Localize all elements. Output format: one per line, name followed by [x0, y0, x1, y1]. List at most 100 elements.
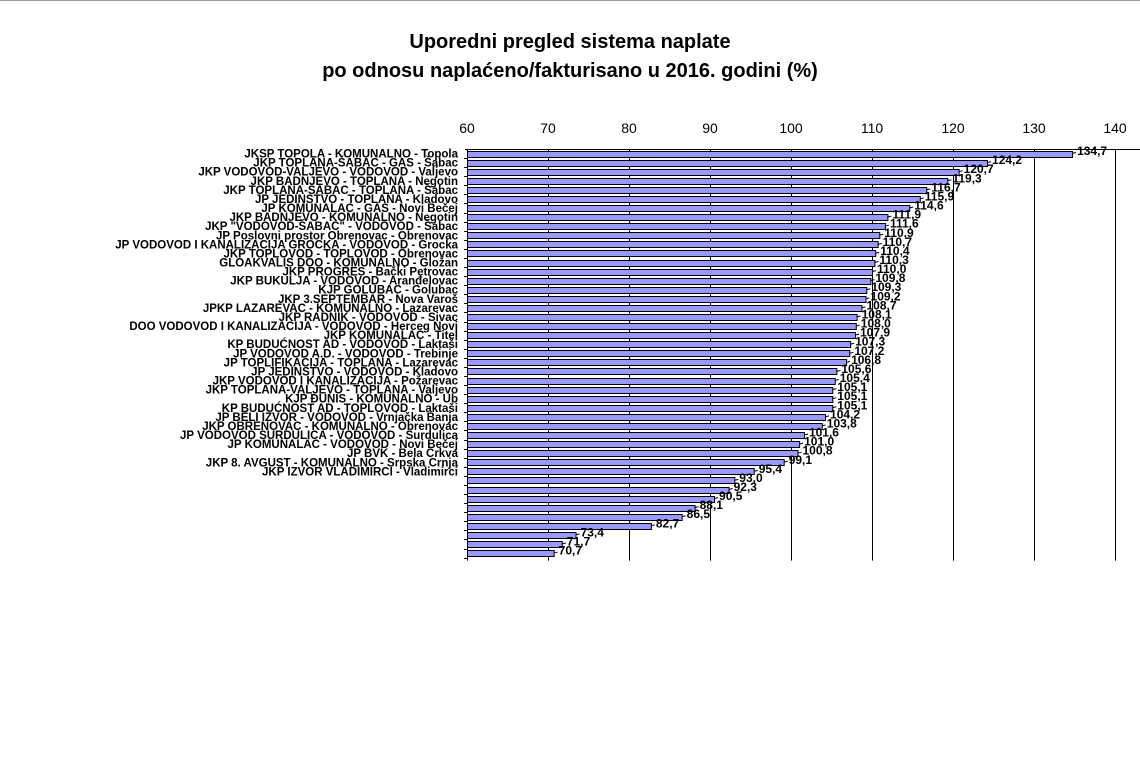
bar: [467, 532, 577, 539]
value-label: 109,8: [875, 271, 905, 285]
value-label: 111,9: [892, 208, 921, 222]
category-label: JKP 8. AVGUST - KOMUNALNO - Srpska Crnja: [206, 457, 459, 469]
bar: [467, 169, 960, 176]
category-label: JKP PROGRES - Bački Petrovac: [282, 267, 458, 279]
value-label: 110,0: [877, 262, 907, 276]
x-tick-label: 120: [941, 120, 965, 136]
category-label: JP BVK - Bela Crkva: [347, 448, 459, 460]
value-leader: [1071, 152, 1077, 155]
category-label: JKP BADNJEVO - KOMUNALNO - Negotin: [229, 212, 458, 224]
bar: [467, 269, 873, 276]
value-leader: [947, 179, 952, 182]
category-label: KP BUDUĆNOST AD - TOPLOVOD - Laktaši: [222, 402, 458, 415]
value-leader: [728, 488, 733, 490]
bar: [467, 459, 785, 466]
value-label: 107,3: [855, 335, 885, 349]
value-leader: [874, 261, 879, 263]
bar: [467, 287, 868, 294]
value-label: 105,1: [837, 389, 867, 403]
value-label: 114,6: [914, 199, 944, 213]
value-leader: [856, 315, 861, 318]
category-label: JP TOPLIFIKACIJA - TOPLANA - Lazarevac: [224, 357, 459, 369]
value-label: 93,0: [739, 471, 763, 485]
value-label: 86,5: [687, 507, 711, 521]
category-label: JKP VODOVOD I KANALIZACIJA - Požarevac: [213, 376, 459, 388]
value-label: 108,1: [862, 307, 892, 321]
value-label: 82,7: [656, 516, 680, 530]
value-leader: [926, 188, 931, 191]
value-leader: [783, 460, 788, 463]
bar: [467, 214, 889, 221]
value-leader: [855, 324, 860, 327]
value-label: 116,7: [931, 180, 961, 194]
bar: [467, 468, 755, 475]
value-label: 105,6: [841, 362, 871, 376]
value-label: 100,8: [802, 444, 832, 458]
bar: [467, 151, 1074, 158]
bar: [467, 350, 851, 357]
value-label: 101,6: [809, 426, 839, 440]
category-label: GLOAKVALIS DOO - KOMUNALNO - Gložan: [219, 258, 458, 270]
value-label: 105,4: [840, 371, 870, 385]
value-leader: [650, 524, 655, 527]
bar: [467, 232, 881, 239]
top-border-line: [0, 0, 1140, 1]
value-label: 110,9: [884, 226, 914, 240]
x-tick-label: 140: [1103, 120, 1127, 136]
value-leader: [694, 506, 699, 509]
value-label: 92,3: [734, 480, 758, 494]
bar: [467, 296, 867, 303]
bar: [467, 178, 949, 185]
x-tick-label: 60: [459, 120, 475, 136]
bar: [467, 405, 834, 412]
value-leader: [561, 542, 566, 545]
value-label: 110,7: [883, 235, 913, 249]
value-leader: [909, 206, 914, 209]
category-label: JKSP TOPOLA - KOMUNALNO - Topola: [244, 149, 458, 161]
value-leader: [849, 351, 854, 354]
value-label: 119,3: [952, 171, 982, 185]
value-label: 88,1: [700, 498, 724, 512]
value-label: 111,6: [890, 217, 919, 231]
value-label: 134,7: [1077, 144, 1107, 158]
x-tick-label: 70: [540, 120, 556, 136]
category-label: DOO VODOVOD I KANALIZACIJA - VODOVOD - H…: [129, 321, 458, 333]
category-label: JP BELI IZVOR - VODOVOD - Vrnjačka Banja: [215, 412, 458, 424]
category-label: JP VODOVOD A.D. - VODOVOD - Trebinje: [233, 348, 458, 360]
bar: [467, 414, 827, 421]
value-label: 115,9: [925, 189, 955, 203]
value-label: 95,4: [759, 462, 783, 476]
bar: [467, 450, 799, 457]
category-label: JKP TOPLANA-VALJEVO - TOPLANA - Valjevo: [206, 385, 458, 397]
value-leader: [875, 251, 880, 254]
value-label: 107,9: [860, 326, 890, 340]
bar: [467, 432, 805, 439]
category-label: KP BUDUĆNOST AD - VODOVOD - Laktaši: [227, 338, 458, 351]
bar: [467, 223, 886, 230]
bar: [467, 550, 555, 557]
value-leader: [879, 233, 884, 236]
value-leader: [866, 288, 871, 291]
category-label: JP KOMUNALAC - VODOVOD - Novi Bečej: [228, 439, 458, 451]
x-tick-label: 130: [1022, 120, 1046, 136]
chart-subtitle: po odnosu naplaćeno/fakturisano u 2016. …: [322, 60, 818, 82]
value-label: 108,7: [866, 298, 896, 312]
value-leader: [832, 397, 837, 400]
bar: [467, 323, 857, 330]
value-label: 106,8: [851, 353, 881, 367]
category-label: KJP GOLUBAC - Golubac: [318, 285, 458, 297]
bar: [467, 378, 836, 385]
value-leader: [870, 279, 875, 282]
bar: [467, 250, 877, 257]
bar: [467, 305, 863, 312]
value-label: 70,7: [559, 544, 583, 558]
bar: [467, 260, 876, 267]
category-label: JP VODOVOD SURDULICA - VODOVOD - Surduli…: [180, 430, 459, 442]
value-leader: [797, 451, 802, 454]
bar: [467, 332, 856, 339]
value-label: 99,1: [789, 453, 813, 467]
bar: [467, 396, 834, 403]
bar: [467, 278, 872, 285]
category-label: JKP "VODOVOD-ŠABAC" - VODOVOD - Šabac: [205, 220, 458, 233]
